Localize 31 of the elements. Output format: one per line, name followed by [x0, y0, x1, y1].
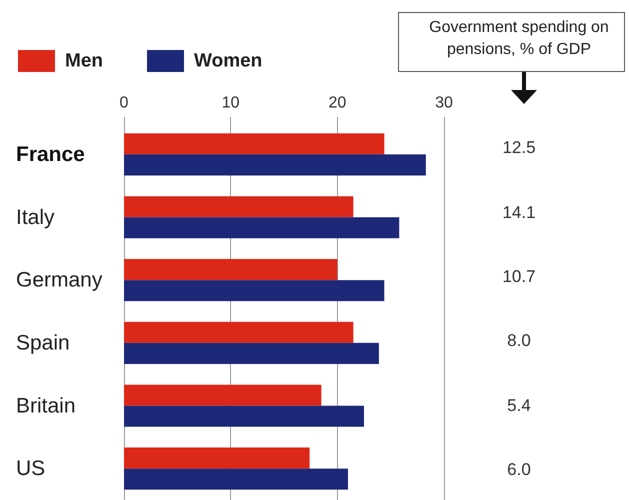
text: 10.7 [502, 266, 536, 287]
bar [124, 196, 354, 218]
text: 12.5 [502, 138, 536, 158]
text: Government spending on pensions, % of GDP [428, 18, 610, 60]
y-tick-label: Germany [16, 268, 103, 292]
x-tick-label: 10 [222, 94, 240, 112]
text: 5.4 [507, 396, 531, 416]
bar [124, 448, 310, 469]
bar [124, 259, 338, 280]
bar [124, 468, 348, 490]
bar [124, 406, 364, 427]
y-tick-label: France [16, 142, 85, 166]
text: 14.1 [502, 202, 536, 222]
bar [124, 280, 384, 302]
bar [124, 342, 379, 364]
legend-label: Women [194, 50, 262, 72]
bar [124, 133, 384, 154]
x-tick-label: 20 [328, 94, 346, 112]
bar [124, 322, 354, 343]
bar [124, 154, 426, 176]
legend-label: Men [65, 50, 103, 72]
y-tick-label: Italy [16, 206, 56, 229]
x-tick-label: 30 [435, 94, 453, 112]
x-tick-label: 0 [120, 94, 129, 112]
y-tick-label: Spain [16, 331, 70, 354]
bar [124, 217, 400, 238]
text: 6.0 [507, 460, 531, 480]
text: 8.0 [507, 331, 531, 352]
y-tick-label: US [16, 457, 46, 480]
bar [124, 384, 322, 406]
y-tick-label: Britain [16, 394, 76, 418]
